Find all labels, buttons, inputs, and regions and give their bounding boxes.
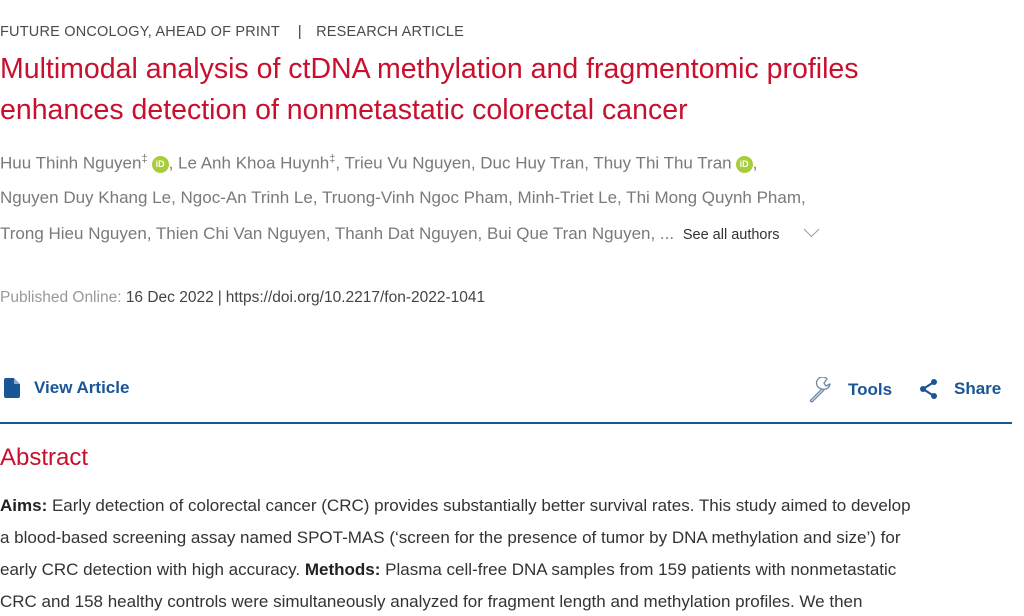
authors-line-2[interactable]: Nguyen Duy Khang Le, Ngoc-An Trinh Le, T… bbox=[0, 188, 806, 207]
authors-line-3: Trong Hieu Nguyen, Thien Chi Van Nguyen,… bbox=[0, 221, 820, 244]
tools-label: Tools bbox=[848, 380, 893, 399]
section-divider bbox=[0, 422, 1012, 424]
journal-name[interactable]: FUTURE ONCOLOGY, bbox=[0, 24, 152, 40]
methods-label: Methods: bbox=[304, 560, 381, 579]
publication-info: Published Online: 16 Dec 2022 | https://do… bbox=[0, 289, 485, 307]
share-label: Share bbox=[954, 379, 1002, 398]
document-icon bbox=[4, 378, 20, 398]
share-button[interactable]: Share bbox=[918, 378, 1001, 400]
published-date: 16 Dec 2022 bbox=[125, 289, 214, 306]
article-type: RESEARCH ARTICLE bbox=[316, 24, 465, 40]
aims-label: Aims: bbox=[0, 496, 48, 515]
equal-contribution-mark: ‡ bbox=[329, 153, 336, 165]
equal-contribution-mark: ‡ bbox=[141, 153, 148, 165]
author-links[interactable]: , Trieu Vu Nguyen, Duc Huy Tran, Thuy Th… bbox=[335, 153, 732, 173]
comma: , bbox=[752, 153, 758, 173]
author-link[interactable]: , Le Anh Khoa Huynh bbox=[168, 153, 330, 173]
abstract-line-3: early CRC detection with high accuracy. … bbox=[0, 560, 896, 580]
abstract-line-4: CRC and 158 healthy controls were simult… bbox=[0, 592, 863, 611]
doi-link[interactable]: https://doi.org/10.2217/fon-2022-1041 bbox=[225, 289, 486, 306]
abstract-text: Plasma cell-free DNA samples from 159 pa… bbox=[380, 560, 897, 579]
abstract-line-2: a blood-based screening assay named SPOT… bbox=[0, 528, 901, 547]
article-meta-header: FUTURE ONCOLOGY, AHEAD OF PRINT | RESEAR… bbox=[0, 24, 464, 40]
chevron-down-icon[interactable] bbox=[804, 221, 820, 238]
view-article-button[interactable]: View Article bbox=[4, 378, 129, 398]
tools-button[interactable]: Tools bbox=[808, 377, 892, 403]
pub-separator: | bbox=[217, 289, 222, 306]
share-icon bbox=[920, 379, 937, 399]
abstract-text: Early detection of colorectal cancer (CR… bbox=[47, 496, 911, 515]
orcid-icon[interactable]: iD bbox=[151, 155, 169, 173]
view-article-label: View Article bbox=[34, 378, 130, 397]
meta-separator: | bbox=[297, 24, 302, 40]
abstract-text: early CRC detection with high accuracy. bbox=[0, 560, 305, 579]
see-all-authors-link[interactable]: See all authors bbox=[682, 227, 780, 243]
wrench-icon bbox=[809, 377, 831, 403]
orcid-icon[interactable]: iD bbox=[735, 155, 753, 173]
article-title-line-1: Multimodal analysis of ctDNA methylation… bbox=[0, 53, 859, 85]
abstract-line-1: Aims: Early detection of colorectal canc… bbox=[0, 496, 911, 516]
abstract-heading: Abstract bbox=[0, 444, 89, 471]
published-label: Published Online: bbox=[0, 289, 122, 306]
author-link[interactable]: Huu Thinh Nguyen bbox=[0, 153, 142, 173]
authors-line-1: Huu Thinh Nguyen‡ iD, Le Anh Khoa Huynh‡,… bbox=[0, 153, 757, 174]
print-status: AHEAD OF PRINT bbox=[155, 24, 280, 40]
article-title-line-2: enhances detection of nonmetastatic colo… bbox=[0, 94, 688, 126]
author-links[interactable]: Trong Hieu Nguyen, Thien Chi Van Nguyen,… bbox=[0, 224, 675, 243]
